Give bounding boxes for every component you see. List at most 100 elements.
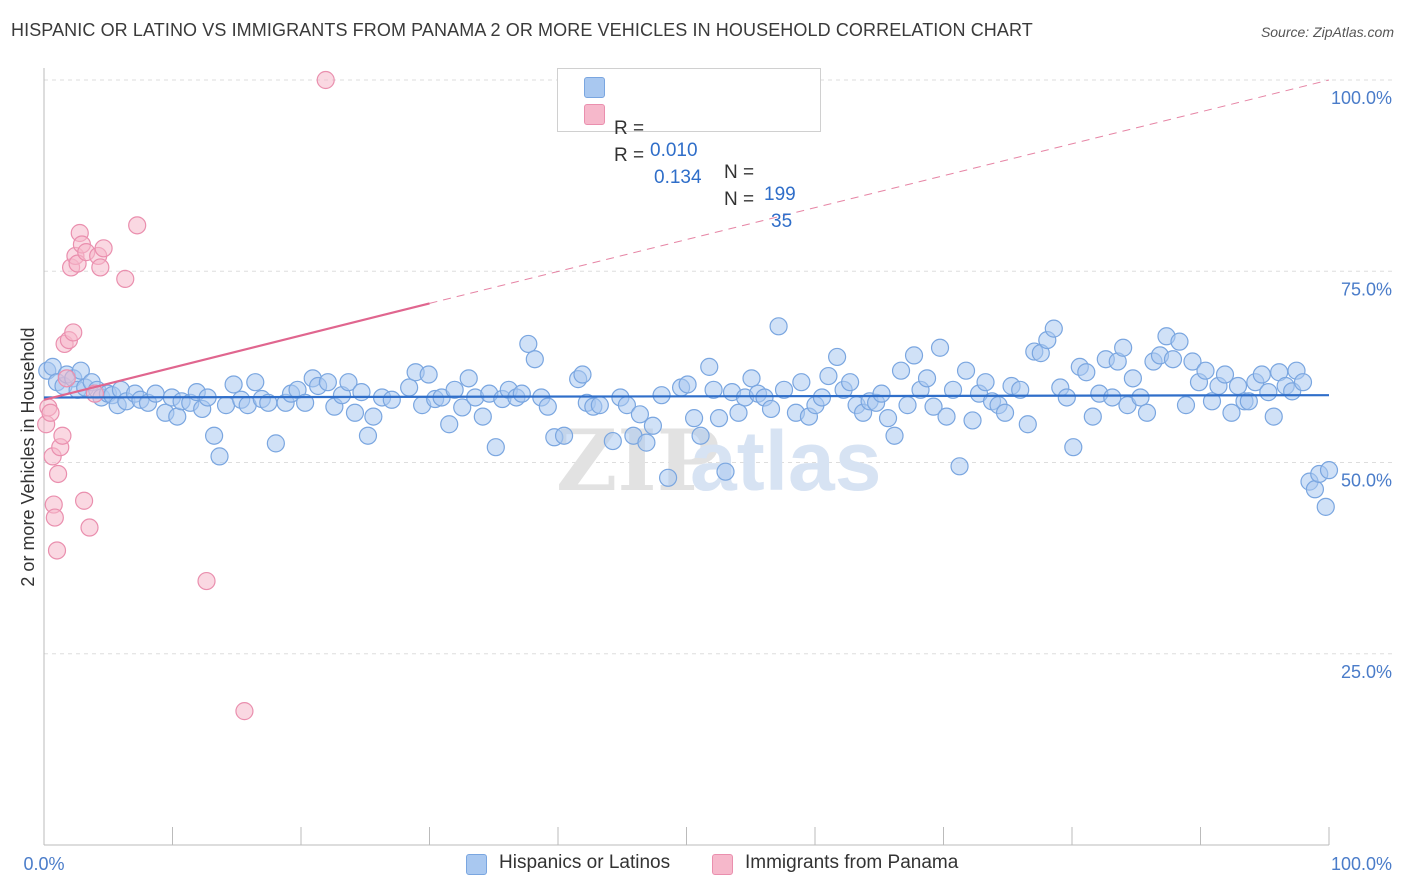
x-tick-label: 100.0%: [1331, 854, 1392, 874]
hispanics-point: [700, 357, 719, 376]
hispanics-point: [1222, 403, 1241, 422]
y-tick-label: 25.0%: [1341, 662, 1392, 682]
x-tick-label: 0.0%: [23, 854, 64, 874]
hispanics-point: [512, 384, 531, 403]
hispanics-point: [1252, 365, 1271, 384]
hispanics-point: [729, 403, 748, 422]
hispanics-point: [1064, 438, 1083, 457]
hispanics-point: [1123, 369, 1142, 388]
hispanics-point: [146, 384, 165, 403]
hispanics-point: [1170, 332, 1189, 351]
hispanics-point: [205, 426, 224, 445]
hispanics-point: [1018, 415, 1037, 434]
hispanics-point: [1239, 392, 1258, 411]
hispanics-point: [891, 361, 911, 380]
panama-point: [128, 216, 147, 235]
legend-r-value: 0.134: [654, 167, 702, 188]
legend-n-label: N =: [724, 162, 755, 183]
hispanics-point: [1319, 461, 1339, 480]
hispanics-point: [296, 393, 315, 412]
hispanics-point: [812, 388, 832, 407]
hispanics-point: [691, 426, 710, 445]
panama-point: [316, 70, 335, 90]
legend-r-label: R =: [614, 145, 645, 166]
hispanics-point: [525, 350, 544, 369]
hispanics-point: [440, 415, 459, 434]
bottom-legend-label: Immigrants from Panama: [745, 852, 959, 873]
hispanics-point: [924, 397, 943, 416]
legend-r-label: R =: [614, 118, 645, 139]
hispanics-point: [1163, 350, 1183, 369]
legend-row-panama: R = 0.134 N = 35: [558, 101, 792, 232]
hispanics-point: [1044, 319, 1063, 338]
hispanics-point: [419, 365, 438, 384]
hispanics-point: [216, 396, 236, 415]
panama-point: [197, 571, 216, 591]
legend-n-value: 35: [771, 211, 793, 232]
hispanics-point: [382, 390, 401, 409]
hispanics-point: [345, 403, 365, 422]
trend-lines: [43, 79, 1330, 401]
hispanics-trend-line: [43, 394, 1330, 399]
y-tick-label: 50.0%: [1341, 471, 1392, 491]
hispanics-point: [1196, 361, 1215, 380]
hispanics-point: [1183, 352, 1202, 371]
hispanics-point: [364, 407, 383, 426]
hispanics-point: [769, 317, 788, 336]
panama-point: [64, 323, 83, 342]
chart-source: Source: ZipAtlas.com: [1260, 24, 1394, 40]
hispanics-point: [841, 373, 860, 392]
hispanics-point: [1259, 383, 1278, 402]
hispanics-point: [1316, 497, 1335, 516]
panama-point: [41, 403, 60, 422]
hispanics-point: [1293, 373, 1313, 392]
panama-point: [91, 258, 110, 277]
panama-trend-dashed: [429, 79, 1330, 304]
bottom-legend-label: Hispanics or Latinos: [499, 852, 671, 873]
hispanics-point: [266, 434, 285, 453]
hispanics-point: [819, 366, 838, 386]
hispanics-point: [1114, 338, 1133, 357]
legend-n-label: N =: [724, 189, 755, 210]
hispanics-point: [400, 378, 419, 397]
hispanics-point: [519, 334, 538, 354]
hispanics-point: [554, 426, 574, 445]
hispanics-point: [1131, 388, 1150, 407]
hispanics-point: [956, 361, 976, 380]
panama-point: [94, 239, 113, 258]
panama-point: [80, 518, 99, 537]
hispanics-point: [352, 383, 371, 402]
watermark-atlas: atlas: [690, 414, 881, 508]
tick-labels: 25.0% 50.0% 75.0% 100.0% 0.0% 100.0%: [23, 88, 1392, 874]
legend-row-hispanics: R = 0.010 N = 199: [558, 74, 796, 205]
y-axis-label: 2 or more Vehicles in Household: [18, 327, 38, 586]
legend-n-value: 199: [764, 184, 796, 205]
hispanics-point: [1305, 480, 1325, 499]
y-tick-label: 100.0%: [1331, 88, 1392, 108]
hispanics-point: [453, 398, 472, 417]
hispanics-point: [1202, 392, 1222, 411]
hispanics-point: [678, 375, 697, 394]
hispanics-point: [1083, 407, 1102, 426]
y-tick-label: 75.0%: [1341, 279, 1392, 299]
hispanics-point: [742, 369, 761, 388]
chart-title: HISPANIC OR LATINO VS IMMIGRANTS FROM PA…: [11, 20, 1033, 40]
hispanics-point: [937, 407, 956, 426]
hispanics-point: [168, 407, 187, 426]
hispanics-point: [704, 380, 723, 399]
hispanics-point: [486, 438, 505, 457]
hispanics-point: [898, 396, 917, 415]
hispanics-point: [630, 405, 650, 424]
bottom-legend-swatch-pink: [712, 854, 733, 875]
legend: R = 0.010 N = 199 R = 0.134 N = 35: [557, 68, 821, 232]
hispanics-point: [637, 433, 656, 452]
hispanics-point: [872, 384, 891, 403]
hispanics-point: [71, 361, 90, 380]
legend-swatch-pink: [584, 104, 605, 125]
series-panama-points: [37, 70, 335, 721]
series-hispanics-points: [38, 317, 1339, 516]
hispanics-point: [904, 346, 924, 365]
hispanics-point: [473, 407, 492, 426]
hispanics-point: [943, 380, 963, 399]
